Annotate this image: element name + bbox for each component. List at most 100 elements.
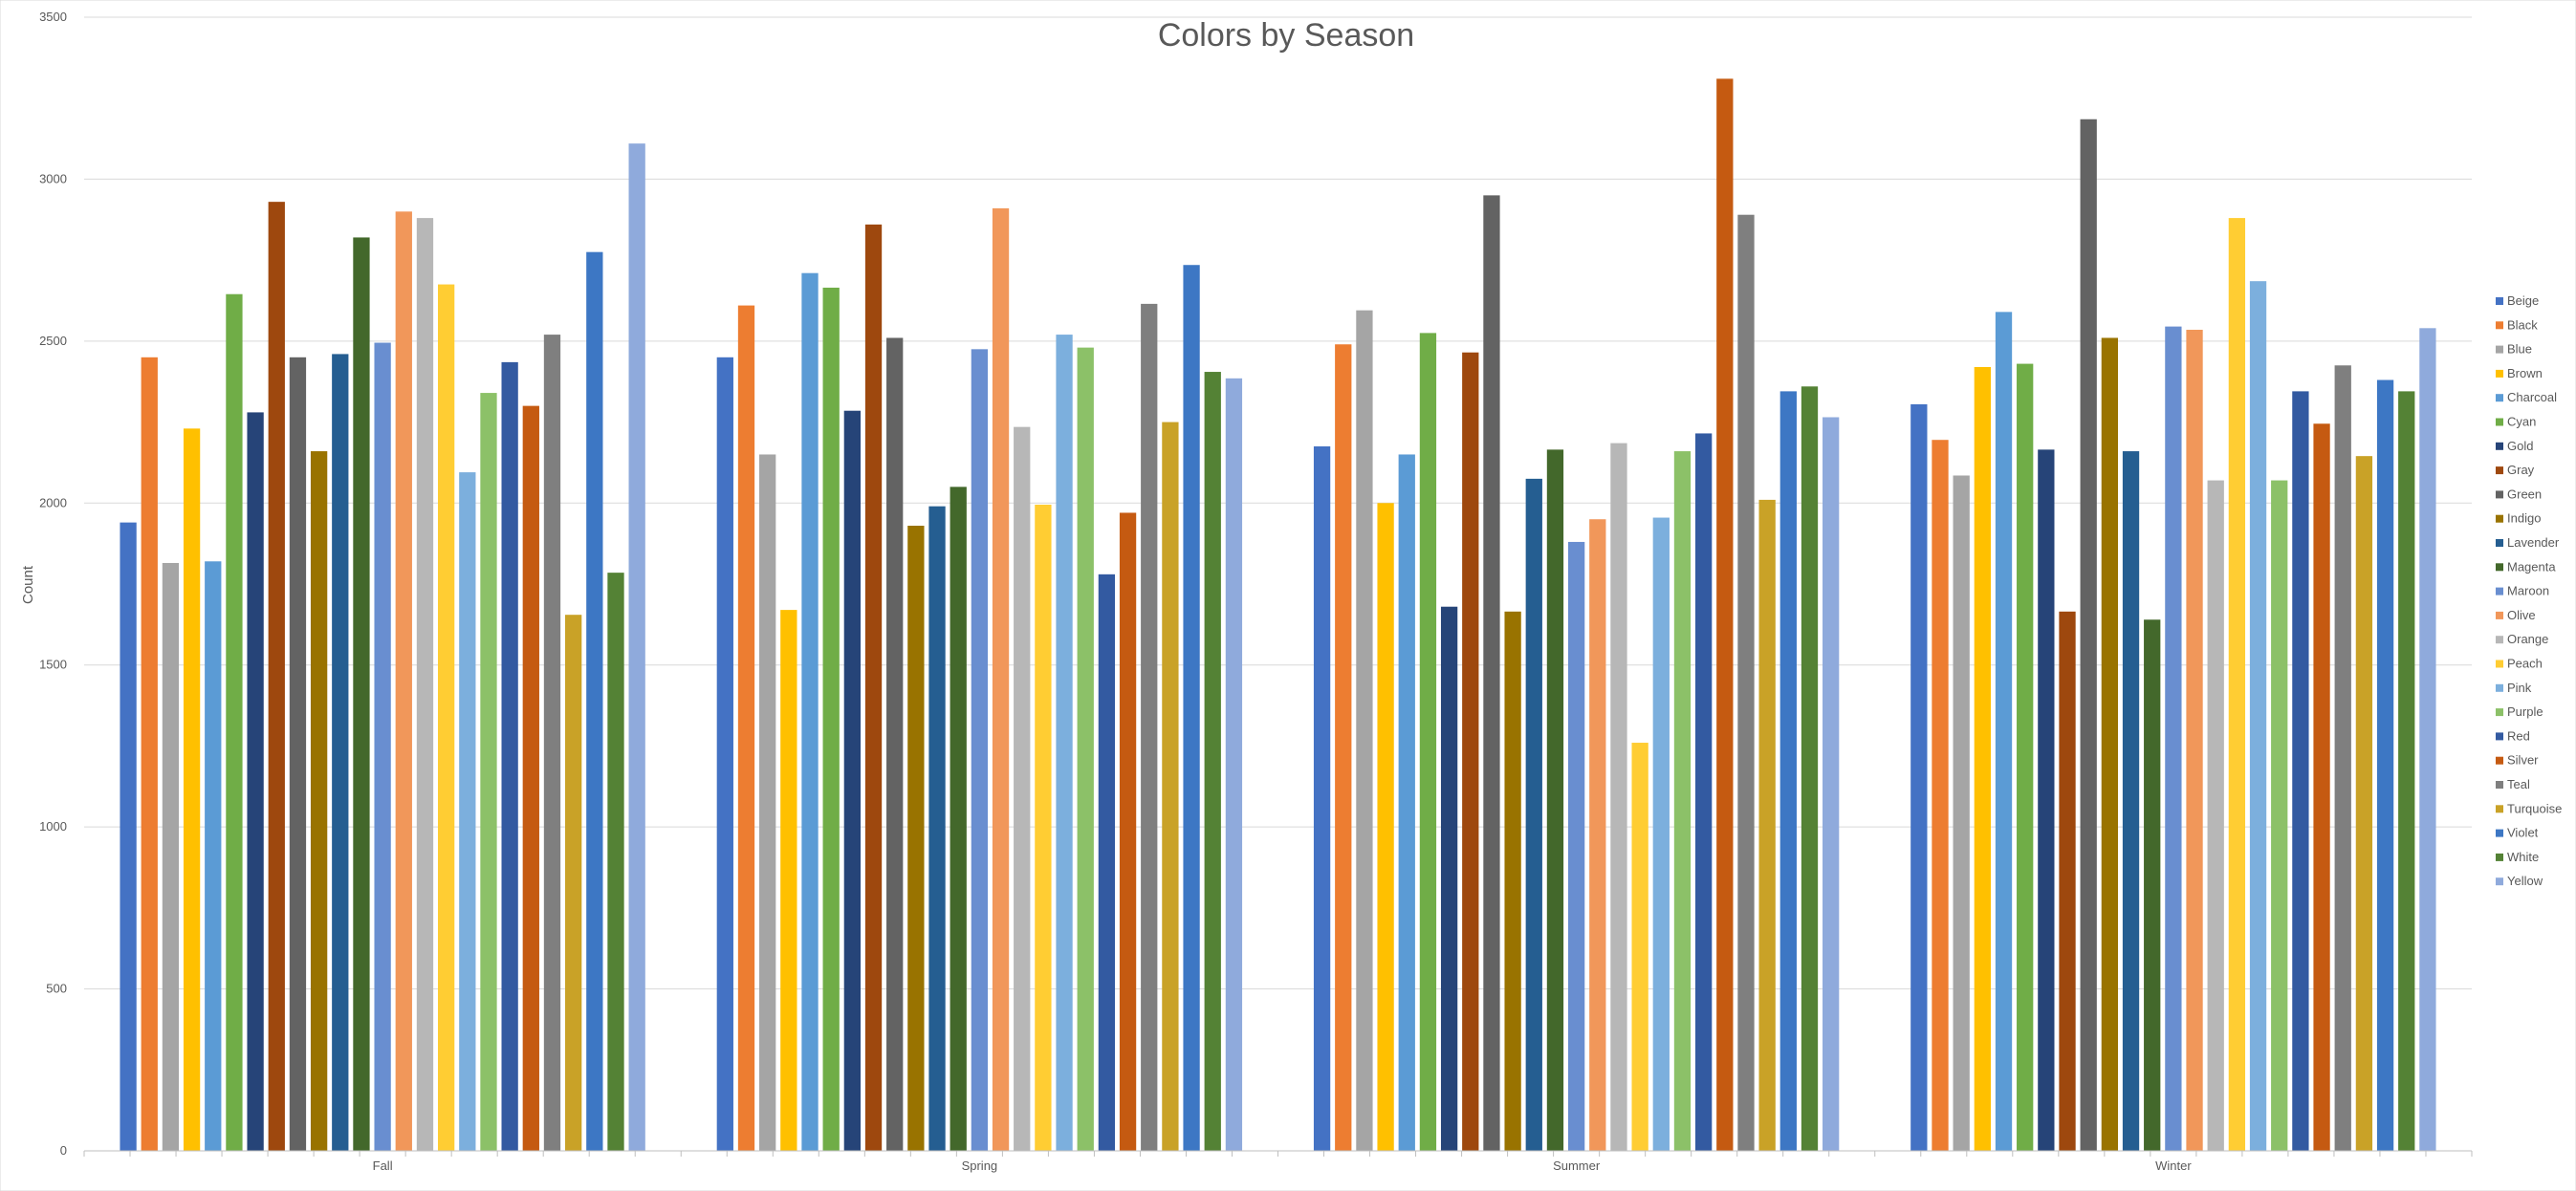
- bar: [950, 487, 967, 1151]
- legend-entry: Gray: [2496, 463, 2535, 477]
- x-tick-label: Spring: [962, 1159, 998, 1173]
- bar: [226, 293, 243, 1151]
- legend-entry: Magenta: [2496, 559, 2556, 574]
- y-tick-label: 2500: [39, 334, 67, 348]
- bar: [1974, 366, 1991, 1152]
- bar: [1694, 433, 1713, 1152]
- bar: [1225, 378, 1243, 1152]
- bar: [1098, 574, 1116, 1151]
- bar: [268, 202, 285, 1152]
- bar: [416, 218, 434, 1151]
- legend-entry: Lavender: [2496, 535, 2560, 550]
- y-tick-label: 0: [60, 1143, 67, 1158]
- bar: [2038, 449, 2055, 1152]
- bar: [2017, 363, 2034, 1151]
- legend-entry: Turquoise: [2496, 801, 2562, 815]
- legend-entry: Indigo: [2496, 511, 2541, 526]
- bar: [1779, 391, 1797, 1151]
- legend-swatch: [2496, 805, 2503, 813]
- bar: [310, 451, 328, 1151]
- bar: [1504, 611, 1521, 1151]
- bar: [2080, 119, 2097, 1152]
- y-tick-label: 500: [46, 982, 67, 996]
- legend-swatch: [2496, 708, 2503, 717]
- legend-swatch: [2496, 611, 2503, 619]
- bar: [1953, 475, 1970, 1151]
- legend-label: Green: [2507, 487, 2542, 501]
- x-tick-label: Summer: [1553, 1159, 1601, 1173]
- bar: [353, 237, 370, 1151]
- legend-entry: Teal: [2496, 777, 2530, 791]
- legend-entry: Peach: [2496, 657, 2543, 671]
- legend-swatch: [2496, 732, 2503, 741]
- bar: [822, 287, 840, 1152]
- legend-label: Gold: [2507, 439, 2533, 453]
- bar: [2249, 281, 2267, 1151]
- bar: [1910, 403, 1928, 1151]
- bar: [971, 349, 989, 1151]
- bar: [586, 251, 603, 1152]
- bar: [565, 615, 582, 1151]
- bar: [141, 357, 158, 1151]
- legend-swatch: [2496, 587, 2503, 596]
- legend-label: Black: [2507, 317, 2538, 332]
- bar: [162, 562, 180, 1151]
- legend-label: Teal: [2507, 777, 2530, 791]
- legend-swatch: [2496, 660, 2503, 668]
- legend-swatch: [2496, 781, 2503, 789]
- legend-label: Indigo: [2507, 511, 2541, 526]
- legend-label: Red: [2507, 728, 2530, 743]
- bar: [928, 506, 946, 1151]
- legend: Beige Black Blue Brown Charcoal Cyan Gold Gray G…: [2496, 293, 2562, 888]
- bar: [2186, 329, 2203, 1151]
- y-tick-label: 3000: [39, 171, 67, 185]
- bars: [120, 78, 2436, 1152]
- bar: [1673, 451, 1692, 1151]
- bar: [522, 405, 539, 1152]
- legend-entry: Orange: [2496, 632, 2548, 646]
- bar: [780, 610, 797, 1151]
- legend-label: Maroon: [2507, 584, 2549, 598]
- bar: [1525, 478, 1542, 1151]
- bar: [2419, 328, 2436, 1151]
- bar: [395, 211, 412, 1152]
- bar: [907, 526, 925, 1151]
- y-axis-label: Count: [20, 565, 36, 604]
- bar: [1440, 606, 1458, 1151]
- bar: [1652, 517, 1670, 1151]
- legend-swatch: [2496, 418, 2503, 426]
- legend-swatch: [2496, 683, 2503, 692]
- bar: [2271, 480, 2288, 1152]
- legend-label: Silver: [2507, 753, 2539, 768]
- legend-entry: Olive: [2496, 608, 2536, 622]
- y-tick-label: 1000: [39, 819, 67, 834]
- bar: [1377, 503, 1394, 1151]
- axes: 0 500 1000 1500 2000 2500 3000 3500 Fall Spring Su…: [39, 10, 2473, 1173]
- legend-entry: Brown: [2496, 366, 2543, 380]
- bar: [628, 143, 645, 1151]
- bar: [1141, 303, 1158, 1152]
- bar: [1162, 422, 1179, 1152]
- legend-swatch: [2496, 756, 2503, 765]
- legend-label: Cyan: [2507, 415, 2536, 429]
- bar: [2292, 391, 2309, 1151]
- bar: [1014, 426, 1031, 1151]
- y-tick-label: 2000: [39, 495, 67, 509]
- legend-label: Purple: [2507, 704, 2543, 719]
- legend-label: Violet: [2507, 826, 2539, 840]
- bar: [543, 335, 561, 1152]
- bar: [1313, 445, 1331, 1151]
- legend-entry: Beige: [2496, 293, 2539, 308]
- legend-swatch: [2496, 539, 2503, 547]
- bar: [1035, 504, 1052, 1151]
- bar: [332, 354, 349, 1151]
- legend-label: Yellow: [2507, 874, 2543, 888]
- legend-swatch: [2496, 442, 2503, 450]
- bar: [1056, 335, 1073, 1152]
- legend-label: Magenta: [2507, 559, 2556, 574]
- bar: [289, 357, 307, 1151]
- x-tick-label: Fall: [373, 1159, 393, 1173]
- bar: [1589, 519, 1606, 1151]
- bar: [1737, 214, 1755, 1151]
